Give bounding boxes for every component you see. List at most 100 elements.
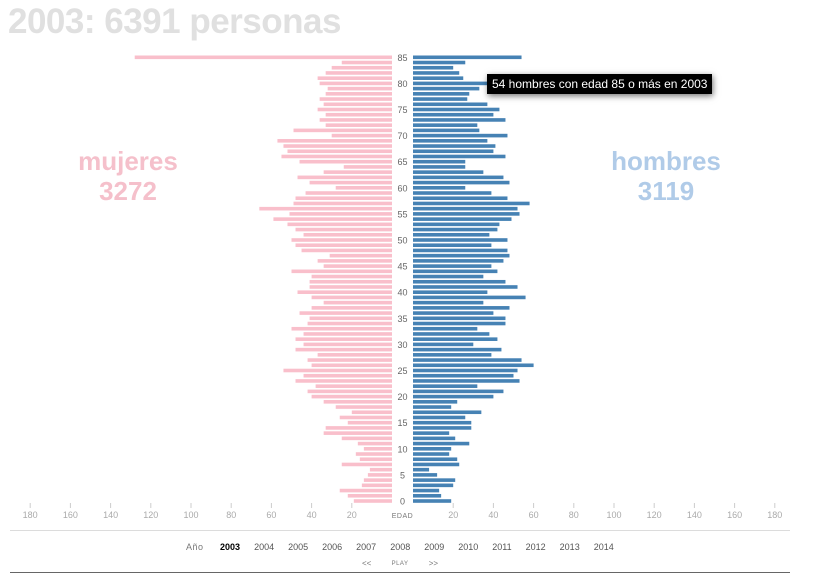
male-bar[interactable]	[413, 447, 452, 451]
play-button[interactable]: PLAY	[391, 561, 409, 567]
year-option[interactable]: 2013	[559, 542, 580, 552]
female-bar[interactable]	[367, 473, 392, 477]
female-bar[interactable]	[309, 285, 392, 289]
female-bar[interactable]	[319, 118, 392, 122]
female-bar[interactable]	[303, 332, 392, 336]
female-bar[interactable]	[301, 248, 392, 253]
female-bar[interactable]	[303, 373, 392, 378]
female-bar[interactable]	[309, 316, 392, 321]
female-bar[interactable]	[329, 253, 392, 258]
male-bar[interactable]	[413, 196, 508, 201]
male-bar[interactable]	[413, 426, 472, 430]
male-bar[interactable]	[413, 144, 496, 148]
female-bar[interactable]	[327, 86, 392, 91]
female-bar[interactable]	[317, 76, 392, 80]
male-bar[interactable]	[413, 389, 504, 394]
male-bar[interactable]	[413, 285, 518, 289]
male-bar[interactable]	[413, 86, 480, 91]
male-bar[interactable]	[413, 154, 506, 159]
male-bar[interactable]	[413, 81, 496, 86]
male-bar[interactable]	[413, 467, 430, 472]
female-bar[interactable]	[295, 347, 392, 352]
female-bar[interactable]	[317, 107, 392, 112]
male-bar[interactable]	[413, 493, 442, 498]
male-bar[interactable]	[413, 159, 466, 164]
female-bar[interactable]	[295, 337, 392, 341]
female-bar[interactable]	[289, 212, 392, 216]
male-bar[interactable]	[413, 488, 440, 493]
male-bar[interactable]	[413, 65, 454, 70]
male-bar[interactable]	[413, 206, 518, 211]
male-bar[interactable]	[413, 191, 492, 195]
female-bar[interactable]	[273, 217, 392, 221]
male-bar[interactable]	[413, 149, 494, 154]
male-bar[interactable]	[413, 405, 452, 409]
male-bar[interactable]	[413, 300, 484, 305]
female-bar[interactable]	[325, 426, 392, 430]
male-bar[interactable]	[413, 253, 510, 258]
female-bar[interactable]	[303, 232, 392, 237]
female-bar[interactable]	[335, 405, 392, 409]
female-bar[interactable]	[295, 243, 392, 248]
male-bar[interactable]	[413, 311, 494, 315]
female-bar[interactable]	[134, 55, 392, 60]
female-bar[interactable]	[331, 65, 392, 70]
female-bar[interactable]	[305, 191, 392, 195]
female-bar[interactable]	[311, 274, 392, 279]
male-bar[interactable]	[413, 123, 478, 127]
male-bar[interactable]	[413, 483, 454, 488]
female-bar[interactable]	[297, 290, 392, 294]
female-bar[interactable]	[291, 269, 393, 274]
male-bar[interactable]	[413, 133, 508, 138]
male-bar[interactable]	[413, 175, 504, 180]
male-bar[interactable]	[413, 415, 466, 420]
previous-year-button[interactable]: <<	[362, 559, 372, 568]
female-bar[interactable]	[295, 227, 392, 232]
male-bar[interactable]	[413, 410, 482, 415]
female-bar[interactable]	[355, 452, 392, 456]
male-bar[interactable]	[413, 165, 466, 169]
male-bar[interactable]	[413, 269, 498, 274]
female-bar[interactable]	[323, 400, 392, 404]
male-bar[interactable]	[413, 264, 492, 268]
year-option[interactable]: 2004	[254, 542, 275, 552]
male-bar[interactable]	[413, 373, 514, 378]
next-year-button[interactable]: >>	[428, 559, 439, 568]
female-bar[interactable]	[317, 259, 392, 263]
female-bar[interactable]	[325, 92, 392, 96]
male-bar[interactable]	[413, 279, 506, 284]
male-bar[interactable]	[413, 71, 460, 75]
female-bar[interactable]	[369, 467, 392, 472]
male-bar[interactable]	[413, 431, 450, 435]
year-option[interactable]: 2007	[356, 542, 377, 552]
male-bar[interactable]	[413, 60, 466, 65]
year-option[interactable]: 2010	[458, 542, 479, 552]
male-bar[interactable]	[413, 342, 474, 347]
female-bar[interactable]	[311, 306, 392, 310]
male-bar[interactable]	[413, 186, 466, 190]
female-bar[interactable]	[309, 279, 392, 284]
female-bar[interactable]	[291, 238, 393, 242]
female-bar[interactable]	[307, 321, 392, 326]
female-bar[interactable]	[283, 368, 392, 373]
male-bar[interactable]	[413, 128, 480, 133]
male-bar[interactable]	[413, 358, 522, 362]
male-bar[interactable]	[413, 55, 522, 60]
male-bar[interactable]	[413, 473, 438, 477]
male-bar[interactable]	[413, 212, 520, 216]
male-bar[interactable]	[413, 107, 500, 112]
female-bar[interactable]	[339, 488, 392, 493]
male-bar[interactable]	[413, 326, 478, 331]
female-bar[interactable]	[309, 180, 392, 185]
male-bar[interactable]	[413, 368, 518, 373]
male-bar[interactable]	[413, 353, 492, 357]
female-bar[interactable]	[291, 326, 393, 331]
female-bar[interactable]	[359, 457, 392, 462]
female-bar[interactable]	[259, 206, 392, 211]
male-bar[interactable]	[413, 92, 470, 96]
female-bar[interactable]	[341, 436, 392, 441]
female-bar[interactable]	[341, 462, 392, 467]
female-bar[interactable]	[307, 358, 392, 362]
male-bar[interactable]	[413, 227, 498, 232]
male-bar[interactable]	[413, 259, 504, 263]
